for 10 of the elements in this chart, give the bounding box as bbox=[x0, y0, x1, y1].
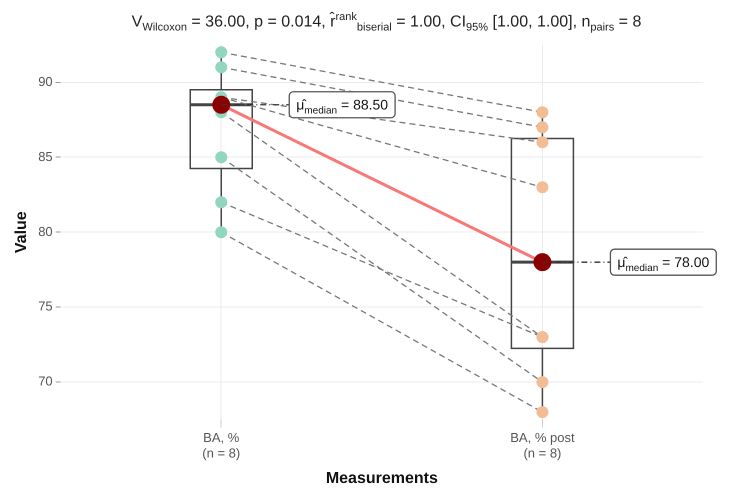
y-tick-label: 80 bbox=[38, 224, 53, 239]
chart-title: V$_{Wilcoxon}$ = 36.00, p = 0.014, r̂$^{rank}$$_{biserial}$ = 1.00, CI$_{95%}$ [1.00, 1.00], n$_{pairs}$ = 8 bbox=[132, 11, 642, 34]
y-tick-label: 75 bbox=[38, 298, 53, 314]
x-tick-label: BA, % (n = 8) bbox=[202, 430, 240, 461]
y-tick-label: 70 bbox=[38, 374, 53, 389]
y-axis-title: Value bbox=[13, 211, 30, 254]
x-axis-title: Measurements bbox=[326, 470, 438, 487]
y-tick-label: 85 bbox=[38, 148, 53, 164]
x-tick-label: BA, % post (n = 8) bbox=[510, 430, 575, 461]
y-tick-label: 90 bbox=[38, 74, 53, 89]
